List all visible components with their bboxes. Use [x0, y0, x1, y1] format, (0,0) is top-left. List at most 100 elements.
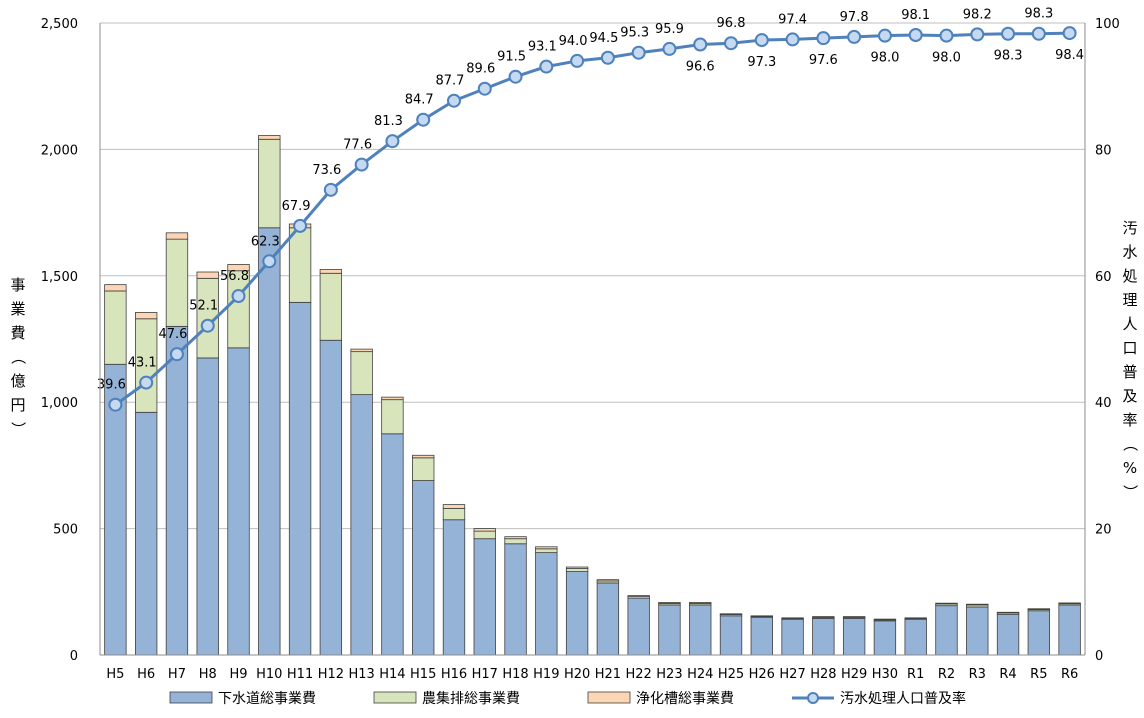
data-labels: 39.643.147.652.156.8 62.3 67.9 73.677.681.3…: [97, 7, 1084, 393]
data-label: 98.0: [932, 51, 961, 66]
line-point: [939, 28, 954, 43]
bar: [104, 290, 127, 365]
data-label: 89.6: [466, 62, 495, 77]
axis-title-char: 理: [1122, 291, 1137, 309]
x-tick-label: H30: [872, 667, 898, 682]
line-point: [847, 29, 862, 44]
bar: [473, 530, 496, 540]
bar: [935, 605, 958, 656]
data-label: 98.4: [1055, 48, 1084, 63]
bar: [904, 617, 927, 619]
bar: [412, 454, 435, 459]
data-label: 96.6: [686, 59, 715, 74]
line-point: [754, 33, 769, 48]
data-label: 91.5: [497, 50, 526, 65]
data-label: 95.3: [620, 26, 649, 41]
x-tick-label: R5: [1030, 667, 1047, 682]
y-tick-label: 500: [53, 523, 78, 538]
x-tick-label: H25: [718, 667, 744, 682]
axis-title-char: 処: [1122, 267, 1137, 285]
y2-tick-label: 20: [1095, 523, 1112, 538]
bar: [196, 357, 219, 656]
legend-swatch: [169, 691, 213, 704]
axis-title-char: ）: [1121, 484, 1139, 499]
bar: [842, 617, 866, 656]
line-point: [816, 31, 831, 46]
legend-swatch: [373, 691, 417, 704]
x-tick-label: R3: [969, 667, 986, 682]
bar: [689, 604, 712, 656]
y2-tick-label: 80: [1095, 143, 1112, 158]
line-point: [108, 397, 123, 412]
bar: [288, 227, 312, 303]
bar: [658, 604, 681, 656]
y2-tick-label: 100: [1095, 17, 1120, 32]
bar: [504, 536, 527, 540]
bar: [904, 619, 927, 656]
line-point: [1062, 26, 1077, 41]
x-tick-label: H18: [502, 667, 528, 682]
bar: [165, 238, 189, 327]
bar: [134, 411, 158, 656]
data-label: 47.6: [158, 327, 187, 342]
x-tick-label: H8: [199, 667, 217, 682]
x-tick-label: R4: [999, 667, 1016, 682]
bar: [504, 538, 527, 545]
data-label: 77.6: [343, 138, 372, 153]
line-points: [108, 26, 1077, 412]
y2-axis-title: 汚水処理人口普及率 （% ）: [1121, 219, 1139, 500]
line-point: [1001, 26, 1016, 41]
bar: [719, 613, 743, 615]
data-label: 93.1: [528, 40, 557, 55]
legend: 下水道総事業費 農集排総事業費 浄化槽総事業費 汚水処理人口普及率: [169, 690, 966, 707]
bar: [996, 614, 1020, 656]
x-tick-label: H19: [533, 667, 559, 682]
y-tick-label: 2,500: [41, 17, 78, 32]
bar: [565, 566, 589, 569]
bar: [1027, 610, 1051, 656]
bar: [996, 611, 1020, 614]
bar: [196, 271, 219, 279]
data-label: 81.3: [374, 114, 403, 129]
line-point: [385, 134, 400, 149]
line-point: [446, 93, 461, 108]
data-label: 73.6: [312, 163, 341, 178]
axis-title-char: 業: [10, 300, 25, 318]
bar: [842, 616, 866, 618]
bar: [412, 480, 435, 656]
axis-title-char: 普: [1122, 363, 1137, 381]
y-tick-label: 1,000: [41, 396, 78, 411]
line-point: [323, 182, 338, 197]
line-point: [785, 32, 800, 47]
bar: [227, 264, 250, 272]
x-tick-label: H5: [106, 667, 124, 682]
bar: [750, 615, 773, 617]
bar: [535, 546, 558, 550]
data-label: 97.3: [747, 55, 776, 70]
x-tick-label: H15: [410, 667, 436, 682]
data-label: 98.1: [901, 8, 930, 23]
data-label: 39.6: [97, 378, 126, 393]
bar: [258, 138, 281, 229]
x-tick-label: H7: [168, 667, 186, 682]
bar: [412, 457, 435, 481]
bar: [935, 602, 958, 605]
bar: [596, 579, 620, 582]
data-label: 98.3: [1024, 7, 1053, 22]
line-point: [508, 69, 523, 84]
x-tick-label: H28: [810, 667, 836, 682]
line-point: [200, 318, 215, 333]
line-point: [416, 112, 431, 127]
axes: 0 500 1,000 1,500 2,000 2,500 0 20 40 60 80 100 H5 H6…: [9, 17, 1139, 682]
bar: [319, 269, 343, 274]
line-point: [570, 53, 585, 68]
data-label: 56.8: [220, 269, 249, 284]
bar: [473, 528, 496, 532]
axis-title-char: 億: [10, 372, 25, 390]
bar: [504, 543, 527, 656]
line-point: [139, 375, 154, 390]
bar: [1058, 604, 1081, 656]
line-point: [231, 289, 246, 304]
bar: [535, 548, 558, 554]
bar: [781, 619, 804, 656]
